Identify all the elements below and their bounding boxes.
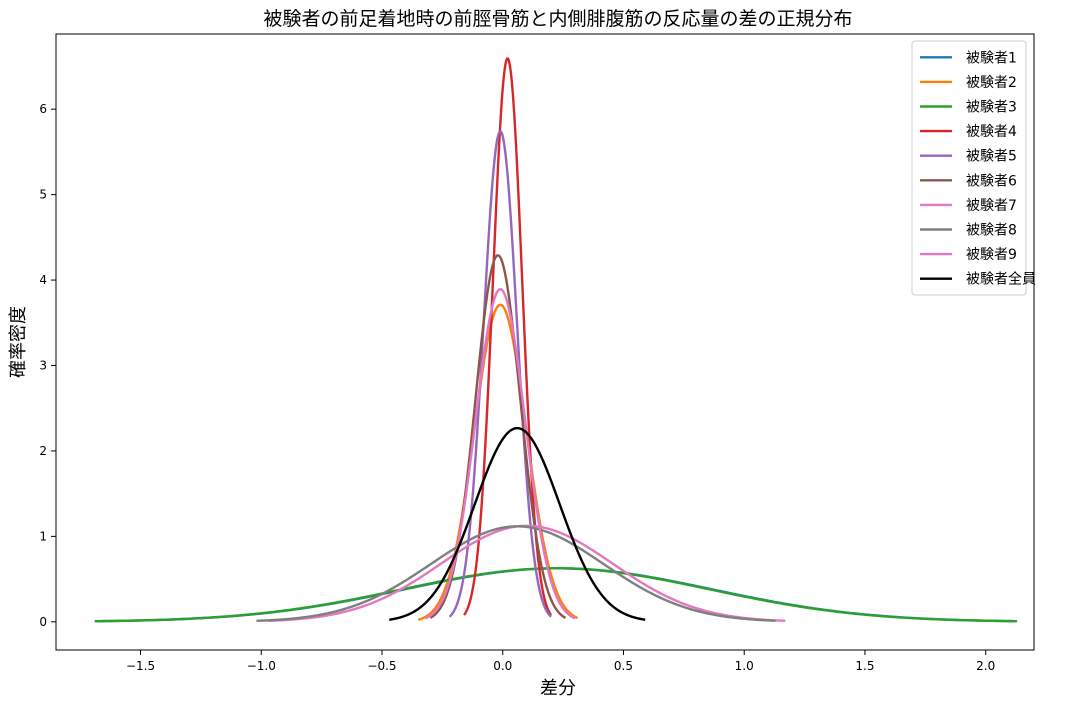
x-tick-label: 1.0	[735, 659, 754, 673]
x-axis-title: 差分	[540, 678, 576, 699]
y-tick-label: 2	[39, 444, 47, 458]
series-line-7	[268, 524, 786, 622]
plot-area	[55, 33, 1035, 651]
x-tick-label: 2.0	[976, 659, 995, 673]
series-line-10	[388, 426, 646, 621]
series-line-9	[424, 288, 577, 620]
y-tick-label: 6	[39, 102, 47, 116]
y-tick-label: 0	[39, 615, 47, 629]
x-tick-label: −0.5	[367, 659, 396, 673]
x-tick-label: −1.5	[126, 659, 155, 673]
legend-label-1: 被験者1	[966, 50, 1017, 66]
legend-label-5: 被験者5	[966, 149, 1017, 165]
x-tick-label: 0.0	[493, 659, 512, 673]
x-axis: −1.5 −1.0 −0.5 0.0 0.5 1.0 1.5 2.0	[126, 650, 995, 673]
legend-label-6: 被験者6	[966, 173, 1017, 189]
series-line-2	[417, 303, 579, 621]
series-layer	[94, 57, 1018, 623]
legend-label-3: 被験者3	[966, 100, 1017, 116]
chart-title: 被験者の前足着地時の前脛骨筋と内側腓腹筋の反応量の差の正規分布	[263, 8, 852, 30]
series-line-4	[463, 57, 553, 616]
legend-box	[911, 40, 1027, 296]
legend-label-8: 被験者8	[966, 223, 1017, 239]
legend: 被験者1 被験者2 被験者3 被験者4 被験者5 被験者6 被験者7 被験者8 被験者9 被験者全…	[911, 40, 1036, 296]
y-axis-title: 確率密度	[8, 306, 29, 378]
legend-label-10: 被験者全員	[966, 271, 1036, 288]
y-tick-label: 3	[39, 358, 47, 372]
legend-label-4: 被験者4	[966, 124, 1017, 140]
x-tick-label: 1.5	[855, 659, 874, 673]
legend-label-7: 被験者7	[966, 198, 1017, 214]
legend-label-9: 被験者9	[966, 247, 1017, 263]
x-tick-label: −1.0	[247, 659, 276, 673]
x-tick-label: 0.5	[614, 659, 633, 673]
y-tick-label: 1	[39, 529, 47, 543]
series-line-5	[448, 130, 552, 618]
y-axis: 0 1 2 3 4 5 6	[39, 102, 56, 629]
series-line-3	[94, 567, 1018, 623]
legend-label-2: 被験者2	[966, 75, 1017, 91]
series-line-8	[256, 525, 776, 623]
y-tick-label: 5	[39, 188, 47, 202]
y-tick-label: 4	[39, 273, 47, 287]
